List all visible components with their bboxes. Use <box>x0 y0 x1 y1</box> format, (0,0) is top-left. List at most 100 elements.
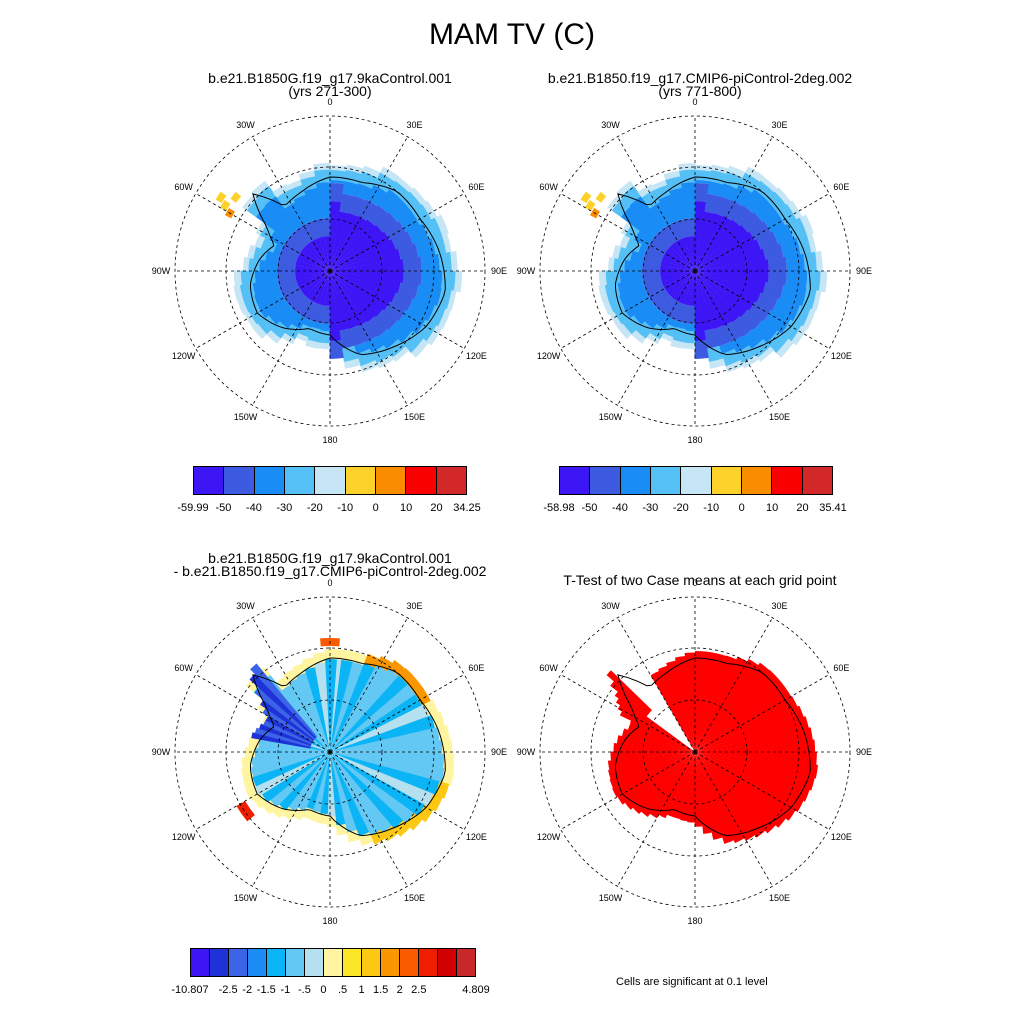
panel-2-meridian <box>694 136 773 272</box>
panel-1-lon-label: 60E <box>468 181 485 192</box>
panel-3-cell <box>346 829 361 843</box>
panel-4-cell <box>666 660 695 752</box>
panel-1-cell <box>330 248 401 271</box>
panel-2-cell <box>811 290 822 312</box>
panel-1-cell <box>286 291 306 309</box>
cb2-swatch <box>681 467 712 494</box>
panel-3-cell <box>241 757 253 769</box>
panel-1-cell <box>247 244 257 259</box>
panel-4-cell <box>695 752 766 838</box>
cb3-label: .5 <box>337 984 348 996</box>
panel-2-meridian <box>617 136 696 272</box>
panel-1-cell <box>303 187 322 221</box>
panel-2-cell <box>634 230 653 247</box>
panel-4-cell <box>695 752 735 844</box>
panel-2-cell <box>678 218 690 238</box>
panel-2-cell <box>660 271 695 282</box>
panel-1-cell <box>295 260 330 271</box>
panel-4-lon-label: 150E <box>768 893 791 904</box>
cb2-swatch <box>711 467 742 494</box>
panel-4-lon-label: 180 <box>687 916 703 926</box>
cb1-label: 0 <box>372 502 379 514</box>
panel-2-cell <box>678 304 690 324</box>
panel-3-cell <box>283 669 298 683</box>
panel-1-cell <box>348 325 366 347</box>
panel-1-lon-label: 30W <box>236 119 255 130</box>
panel-2-cell <box>684 271 695 306</box>
panel-2-cell <box>767 271 787 286</box>
panel-1-cell <box>237 298 249 316</box>
panel-title-4-line-1: T-Test of two Case means at each grid po… <box>563 572 837 588</box>
panel-2-cell <box>619 270 643 283</box>
panel-1-cell <box>258 294 288 319</box>
panel-1-cell <box>342 181 359 197</box>
panel-1-lon-label: 180 <box>322 435 338 445</box>
cb3-label: -.5 <box>297 984 311 996</box>
panel-3-cell <box>330 727 440 752</box>
cb1-label: 20 <box>430 502 443 514</box>
panel-2-cell <box>802 308 816 330</box>
panel-3-cell <box>423 699 439 717</box>
panel-3-lon-label: 120E <box>465 831 487 842</box>
panel-title-2-line-1: b.e21.B1850.f19_g17.CMIP6-piControl-2deg… <box>547 70 853 86</box>
panel-2-cell <box>672 326 686 343</box>
panel-1-cell <box>296 254 330 271</box>
panel-1-cell <box>246 197 266 218</box>
panel-1-cell <box>330 165 348 172</box>
panel-3-cell <box>330 659 353 752</box>
panel-4-lon-label: 150W <box>598 893 623 904</box>
panel-1-cell <box>367 315 388 338</box>
panel-1-grid <box>174 115 486 427</box>
panel-2-cell <box>741 354 760 369</box>
panel-3-cell <box>296 672 330 752</box>
panel-4-cell <box>658 665 695 752</box>
cb3-label: 0 <box>320 984 327 996</box>
panel-2-cell <box>766 191 787 213</box>
panel-2-cell <box>704 328 720 349</box>
panel-3-cell <box>245 786 260 802</box>
panel-2-cell <box>785 253 805 272</box>
panel-2-cell <box>803 251 817 272</box>
panel-1-cell <box>298 250 330 271</box>
cb3-swatch <box>457 949 475 976</box>
cb1-swatch <box>345 467 376 494</box>
panel-2-cell <box>644 246 664 261</box>
panel-1-cell <box>441 232 452 254</box>
panel-4-lon-label: 120W <box>536 831 561 842</box>
panel-3-cell <box>265 715 313 744</box>
panel-2-lon-label: 30E <box>771 119 788 130</box>
panel-2-lon-label: 60W <box>539 181 558 192</box>
cb2-swatch <box>590 467 621 494</box>
panel-2-cell <box>754 180 775 200</box>
panel-1-cell <box>314 169 331 184</box>
panel-3-cell <box>301 657 316 670</box>
panel-2-cell <box>704 193 720 214</box>
panel-1-lon-label: 120E <box>465 350 487 361</box>
panel-2-cell <box>695 231 756 271</box>
panel-2-cell <box>815 251 823 272</box>
panel-4-cell <box>695 752 787 828</box>
panel-3-lon-label: 60W <box>174 662 193 673</box>
panel-2-grid <box>539 115 851 427</box>
colorbar-3 <box>190 948 476 977</box>
panel-4-meridian <box>694 751 773 887</box>
panel-1-cell <box>291 313 306 330</box>
panel-1-meridian <box>252 270 331 406</box>
panel-1-cell <box>320 323 330 332</box>
panel-1-cell <box>422 200 438 220</box>
panel-3-cell <box>398 668 416 685</box>
panel-3-cell <box>263 720 313 745</box>
panel-3-cell <box>405 813 423 831</box>
panel-3-cell <box>281 684 330 752</box>
panel-1-cell <box>330 259 404 272</box>
panel-2-cell <box>618 287 648 308</box>
panel-2-cell <box>609 311 622 328</box>
panel-2-cell <box>776 204 797 226</box>
panel-1-cell <box>264 195 300 234</box>
panel-2-cell <box>732 315 753 338</box>
panel-1-cell <box>380 166 400 183</box>
panel-1-cell <box>252 279 280 296</box>
panel-2-coastline <box>615 176 811 356</box>
panel-2-cell <box>602 298 614 316</box>
panel-4-cell <box>695 752 804 812</box>
